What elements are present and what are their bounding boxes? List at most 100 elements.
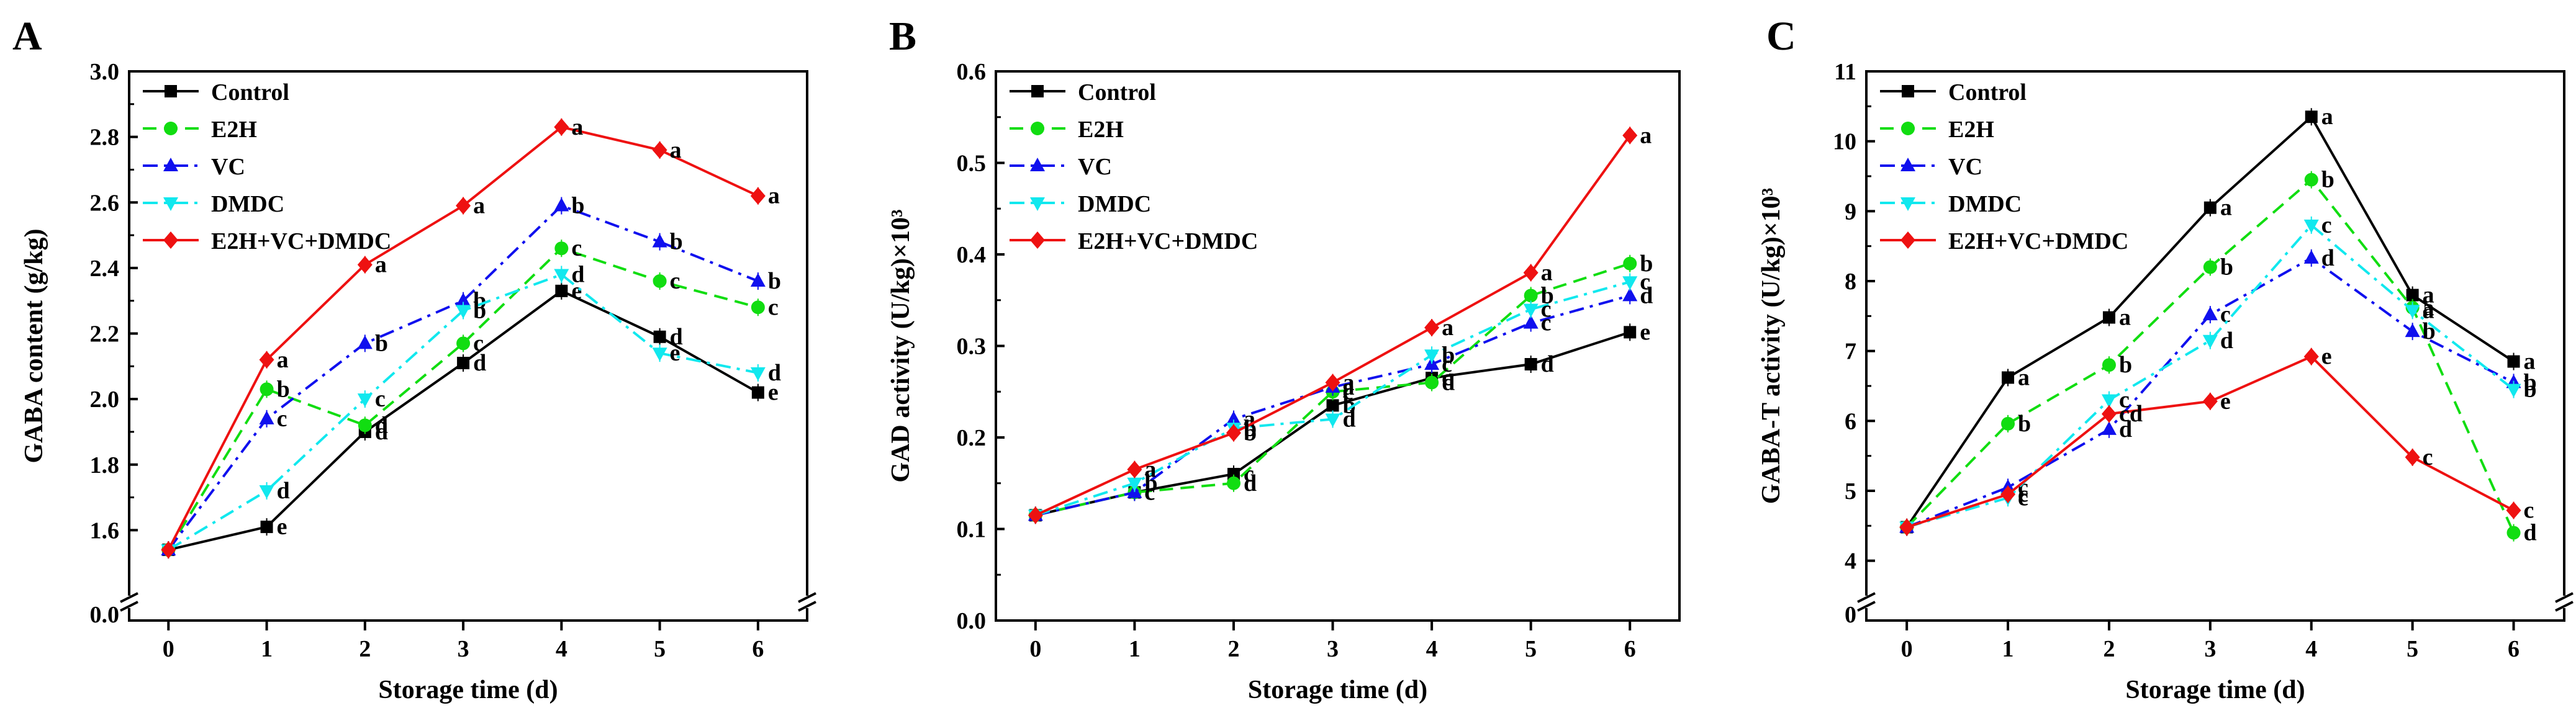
significance-letter: a bbox=[670, 137, 682, 163]
significance-letter: d bbox=[2119, 416, 2132, 442]
significance-letter: e bbox=[277, 514, 287, 540]
data-point bbox=[457, 357, 470, 370]
data-point bbox=[751, 300, 765, 315]
data-point bbox=[1523, 303, 1539, 318]
x-axis-label: Storage time (d) bbox=[1248, 676, 1427, 704]
x-tick-label: 0 bbox=[163, 636, 174, 662]
significance-letter: c bbox=[473, 330, 484, 356]
significance-letter: b bbox=[670, 229, 683, 255]
axis-break-mark bbox=[120, 601, 138, 612]
significance-letter: a bbox=[1343, 370, 1355, 396]
significance-letter: d bbox=[375, 412, 388, 438]
legend-label: DMDC bbox=[1948, 191, 2022, 217]
y-axis-label: GABA content (g/kg) bbox=[20, 229, 48, 464]
data-point bbox=[2101, 405, 2117, 423]
plot-frame bbox=[128, 70, 808, 622]
significance-letter: c bbox=[2119, 387, 2130, 413]
x-tick-label: 0 bbox=[1901, 636, 1913, 662]
legend-marker bbox=[1901, 122, 1915, 135]
legend-marker bbox=[163, 197, 178, 211]
y-tick-label: 2.4 bbox=[90, 256, 120, 282]
legend-label: E2H+VC+DMDC bbox=[1948, 228, 2128, 254]
data-point bbox=[456, 336, 471, 351]
series-e2h-vc-dmdc: a a a a a a bbox=[161, 114, 780, 559]
axis-break-mark bbox=[120, 592, 138, 603]
chart-panel-a: A 1.6 1.8 2.0 2.2 2.4 2.6 2.8 3.0 0.0 0 1 2 3 4 5 6 Stora… bbox=[12, 14, 816, 704]
data-point bbox=[2202, 392, 2218, 410]
significance-letter: d bbox=[1541, 351, 1554, 377]
data-point bbox=[1127, 477, 1142, 491]
significance-letter: d bbox=[571, 261, 584, 287]
data-point bbox=[1524, 358, 1537, 370]
significance-letter: d bbox=[2220, 328, 2233, 354]
data-point bbox=[357, 335, 373, 349]
y-tick-label: 1.6 bbox=[90, 518, 120, 544]
data-point bbox=[1623, 256, 1637, 271]
data-point bbox=[2203, 260, 2217, 274]
plot-frame bbox=[1865, 70, 2565, 622]
axis-break-mark bbox=[2555, 601, 2574, 612]
legend-marker bbox=[1030, 231, 1045, 249]
significance-letter: e bbox=[1640, 319, 1650, 345]
data-point bbox=[1226, 411, 1241, 425]
significance-letter: d bbox=[1343, 406, 1356, 432]
significance-letter: b bbox=[2321, 167, 2334, 193]
data-point bbox=[554, 118, 569, 136]
significance-letter: a bbox=[2220, 195, 2232, 221]
significance-letter: d bbox=[1640, 282, 1653, 308]
significance-letter: c bbox=[1144, 480, 1155, 506]
data-point bbox=[161, 541, 176, 559]
y-tick-label: 0.0 bbox=[957, 608, 987, 634]
data-point bbox=[2405, 323, 2420, 338]
axis-break-mark bbox=[798, 601, 816, 612]
data-point bbox=[456, 305, 471, 319]
legend-item: DMDC bbox=[1010, 191, 1151, 217]
legend-marker bbox=[1031, 85, 1044, 97]
significance-letter: a bbox=[1343, 374, 1355, 400]
significance-letter: e bbox=[768, 380, 779, 406]
significance-letter: b bbox=[2220, 254, 2233, 280]
data-point bbox=[750, 367, 766, 381]
y-axis-label: GABA-T activity (U/kg)×10³ bbox=[1757, 188, 1786, 504]
data-point bbox=[2203, 201, 2217, 214]
axis-break-mark bbox=[798, 592, 816, 603]
data-point bbox=[1226, 476, 1241, 490]
data-point bbox=[1326, 399, 1339, 412]
significance-letter: a bbox=[2119, 305, 2131, 331]
significance-letter: e bbox=[670, 340, 680, 366]
data-point bbox=[357, 256, 373, 274]
legend-item: VC bbox=[1880, 154, 1982, 180]
significance-letter: a bbox=[2524, 349, 2536, 375]
legend-label: E2H+VC+DMDC bbox=[211, 228, 391, 254]
significance-letter: a bbox=[473, 193, 485, 219]
x-tick-label: 3 bbox=[458, 636, 469, 662]
significance-letter: c bbox=[1144, 480, 1155, 506]
x-tick-label: 5 bbox=[1525, 636, 1537, 662]
data-point bbox=[259, 485, 274, 499]
y-break-label: 0.0 bbox=[90, 602, 120, 628]
significance-letter: a bbox=[1541, 260, 1553, 286]
data-point bbox=[2304, 173, 2318, 187]
legend-item: E2H+VC+DMDC bbox=[1880, 228, 2128, 254]
data-point bbox=[1622, 127, 1638, 145]
y-tick-label: 0.6 bbox=[957, 59, 987, 85]
significance-letter: e bbox=[571, 278, 582, 304]
legend-item: VC bbox=[1010, 154, 1112, 180]
significance-letter: c bbox=[1244, 461, 1254, 487]
x-tick-label: 5 bbox=[2407, 636, 2418, 662]
data-point bbox=[1226, 424, 1241, 442]
significance-letter: cd bbox=[2119, 401, 2143, 427]
significance-letter: c bbox=[2321, 212, 2332, 238]
axis-break-mark bbox=[2555, 592, 2574, 603]
significance-letter: a bbox=[2423, 297, 2434, 323]
series-e2h: c dc dbb bbox=[1028, 251, 1653, 524]
legend-item: E2H bbox=[1880, 117, 1994, 143]
y-tick-label: 0.4 bbox=[957, 242, 987, 268]
chart-panel-b: B 0.0 0.1 0.2 0.3 0.4 0.5 0.6 0 1 2 3 4 5 6 Storage tim… bbox=[887, 14, 1681, 704]
